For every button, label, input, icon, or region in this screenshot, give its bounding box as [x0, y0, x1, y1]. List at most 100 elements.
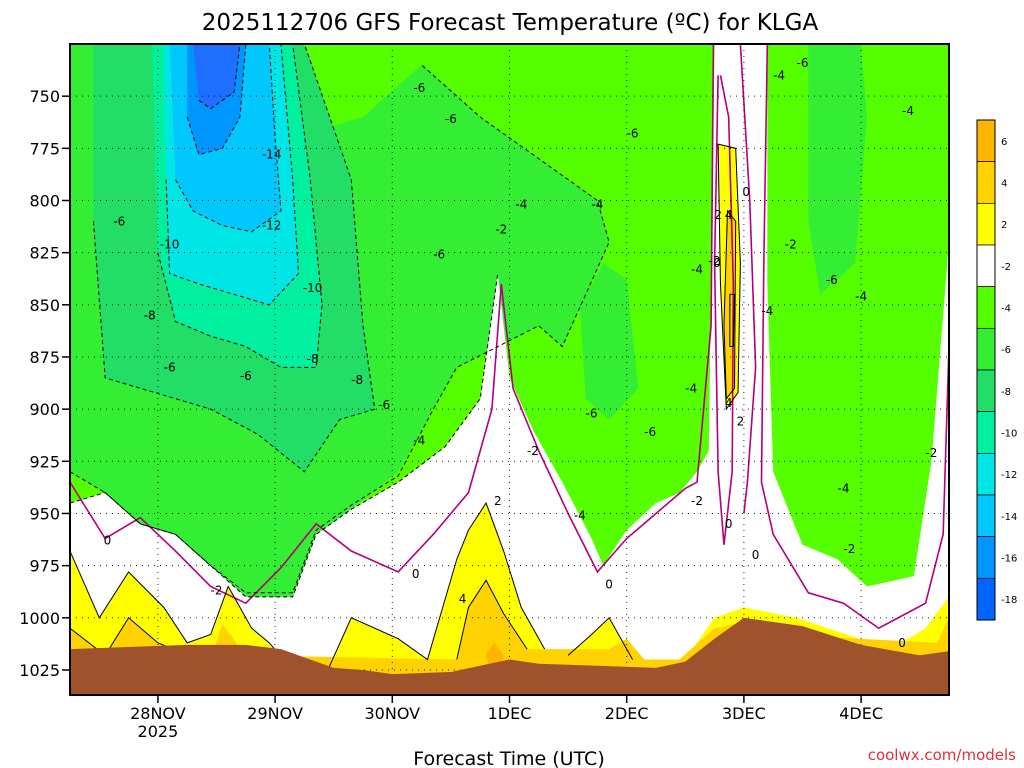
y-tick-label-9: 975	[29, 557, 60, 576]
contour-label-50: 4	[725, 396, 733, 410]
y-tick-label-2: 800	[29, 191, 60, 210]
contour-label-42: 0	[752, 548, 760, 562]
y-tick-label-6: 900	[29, 400, 60, 419]
contour-label-20: -6	[586, 406, 598, 420]
colorbar-frame	[976, 119, 996, 621]
contour-neg4	[70, 64, 610, 594]
contour-label-36: -2	[925, 446, 937, 460]
colorbar-label-11: -18	[1001, 595, 1017, 606]
temp-band-14	[486, 642, 504, 668]
x-tick-label-2: 30NOV	[365, 704, 421, 723]
y-tick-label-4: 850	[29, 296, 60, 315]
contour-label-46: 2	[494, 494, 502, 508]
colorbar-swatch-2	[976, 202, 996, 246]
contour-pos2-a	[70, 550, 294, 671]
colorbar-label-1: 4	[1001, 179, 1007, 190]
colorbar-swatch-1	[976, 161, 996, 204]
contour-label-10: -6	[378, 398, 390, 412]
colorbar-swatch-5	[976, 327, 996, 371]
contour-label-11: -4	[413, 433, 425, 447]
contour-neg12	[175, 44, 282, 233]
contour-label-0: -14	[262, 148, 282, 162]
colorbar-label-0: 6	[1001, 137, 1007, 148]
contour-pos4-a	[456, 579, 528, 660]
colorbar-swatch-8	[976, 452, 996, 496]
contour-label-16: -4	[515, 198, 527, 212]
surface-terrain	[70, 617, 949, 695]
contour-label-39: 0	[412, 567, 420, 581]
contour-pos2-b	[327, 501, 546, 671]
contour-label-6: -6	[113, 214, 125, 228]
y-tick-label-5: 875	[29, 348, 60, 367]
contour-label-34: -4	[838, 481, 850, 495]
y-tick-label-10: 1000	[19, 609, 60, 628]
contour-neg14	[186, 44, 247, 156]
credit-link[interactable]: coolwx.com/models	[868, 746, 1016, 764]
contour-label-28: -6	[797, 56, 809, 70]
contour-label-13: -6	[445, 112, 457, 126]
contour-label-18: -6	[627, 127, 639, 141]
contour-label-41: 0	[725, 517, 733, 531]
x-tick-label-0: 28NOV	[130, 704, 186, 723]
colorbar-label-2: 2	[1001, 220, 1007, 231]
y-tick-label-11: 1025	[19, 661, 60, 680]
temp-band-7	[579, 263, 639, 420]
x-tick-label-3: 1DEC	[488, 704, 532, 723]
colorbar-label-8: -12	[1001, 470, 1017, 481]
contour-label-33: -4	[902, 104, 914, 118]
colorbar-swatch-11	[976, 577, 996, 621]
contour-label-23: -4	[691, 262, 703, 276]
contour-label-5: -8	[307, 352, 319, 366]
contour-label-15: -2	[495, 223, 507, 237]
contour-label-35: -2	[843, 542, 855, 556]
y-axis: 750 775 800 825 850 875 900 925 950 975 1000 1025	[19, 87, 70, 680]
contour-label-9: -8	[351, 373, 363, 387]
colorbar-swatch-3	[976, 244, 996, 288]
contour-pos6	[729, 293, 736, 348]
y-tick-label-3: 825	[29, 244, 60, 263]
colorbar-label-4: -4	[1001, 304, 1011, 315]
y-tick-label-0: 750	[29, 87, 60, 106]
contour-label-30: -4	[761, 304, 773, 318]
contour-neg6	[92, 44, 376, 473]
temp-band-8	[808, 44, 867, 295]
x-axis-label: Forecast Time (UTC)	[413, 748, 604, 768]
contour-labels: -14 -12 -10 -10 -8 -8 -6 -6 -6 -8 -6 -4 -6 -6 -6 -2 -4 -2…	[104, 56, 938, 650]
contour-label-31: -6	[826, 273, 838, 287]
contour-zero-2	[760, 44, 949, 630]
contour-label-51: 2	[737, 415, 745, 429]
x-tick-label-5: 3DEC	[722, 704, 766, 723]
contour-label-25: -2	[709, 254, 721, 268]
contour-label-12: -6	[413, 81, 425, 95]
contour-lines	[70, 44, 949, 671]
contour-neg2	[70, 273, 499, 598]
colorbar-label-9: -14	[1001, 512, 1017, 523]
contour-label-45: 0	[898, 636, 906, 650]
contour-label-24: -4	[685, 381, 697, 395]
x-tick-label-6: 4DEC	[839, 704, 883, 723]
contour-zero-1	[70, 44, 715, 605]
contour-label-21: -6	[644, 425, 656, 439]
contour-zero-4	[739, 44, 757, 514]
y-tick-label-8: 950	[29, 504, 60, 523]
contour-label-8: -6	[240, 369, 252, 383]
y-tick-label-1: 775	[29, 139, 60, 158]
temp-band-6	[193, 44, 240, 109]
x-tick-label-4: 2DEC	[605, 704, 649, 723]
contour-label-29: -2	[785, 237, 797, 251]
colorbar-label-10: -16	[1001, 554, 1017, 565]
contour-label-40: 0	[605, 577, 613, 591]
colorbar-label-7: -10	[1001, 429, 1017, 440]
contour-label-4: -8	[144, 308, 156, 322]
x-tick-label-1: 29NOV	[247, 704, 303, 723]
contour-pos4-c	[723, 209, 737, 401]
contour-pos2-c	[567, 616, 633, 660]
colorbar-swatch-0	[976, 119, 996, 163]
plot-area: -14 -12 -10 -10 -8 -8 -6 -6 -6 -8 -6 -4 -6 -6 -6 -2 -4 -2…	[70, 44, 949, 695]
colorbar-swatch-10	[976, 536, 996, 579]
colorbar-label-3: -2	[1001, 262, 1011, 273]
contour-pos2-d	[717, 143, 741, 411]
surface-layer	[70, 617, 949, 695]
contour-label-7: -6	[164, 360, 176, 374]
